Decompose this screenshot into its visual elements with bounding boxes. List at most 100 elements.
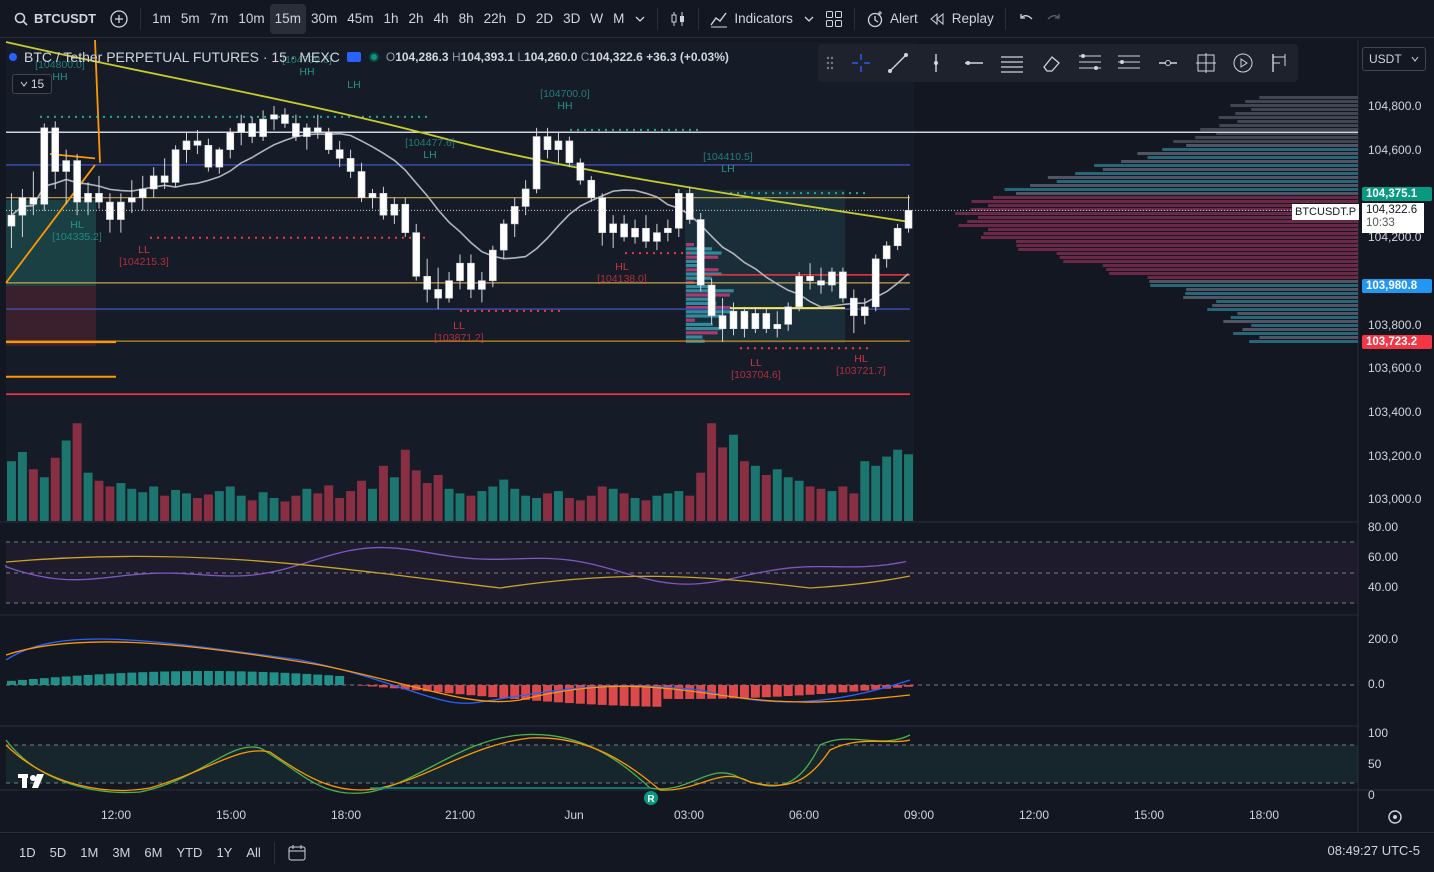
currency-select[interactable]: USDT <box>1362 47 1426 71</box>
redo-button[interactable] <box>1040 4 1068 34</box>
macd-hist <box>50 677 60 685</box>
indicators-button[interactable]: Indicators <box>705 4 798 34</box>
long-position-icon[interactable] <box>1270 52 1290 74</box>
last-price: 104,322.6 <box>1366 204 1418 216</box>
time-tick: 15:00 <box>1134 808 1164 822</box>
profile-row <box>1186 144 1358 147</box>
layouts-button[interactable] <box>820 4 848 34</box>
range-1D[interactable]: 1D <box>19 845 36 860</box>
interval-2h[interactable]: 2h <box>408 11 424 26</box>
interval-15m[interactable]: 15m <box>269 3 306 34</box>
volume-bar <box>94 480 104 521</box>
price-tick: 104,600.0 <box>1368 143 1422 157</box>
range-All[interactable]: All <box>246 845 261 860</box>
profile-row <box>1047 176 1358 179</box>
range-1Y[interactable]: 1Y <box>216 845 233 860</box>
range-5D[interactable]: 5D <box>49 845 67 860</box>
interval-W[interactable]: W <box>590 11 604 26</box>
macd-hist <box>83 674 93 685</box>
price-tag-low: 103,723.2 <box>1362 335 1432 349</box>
interval-5m[interactable]: 5m <box>180 11 200 26</box>
candles <box>7 106 913 342</box>
chart-canvas[interactable]: R 104,800.0104,600.0104,200.0103,800.010… <box>0 40 1434 832</box>
open-value: 104,286.3 <box>395 50 449 64</box>
interval-badge[interactable]: 15 <box>12 74 52 94</box>
range-1M[interactable]: 1M <box>80 845 99 860</box>
candle-body <box>18 197 27 216</box>
compare-button[interactable] <box>104 4 134 34</box>
mini-profile-row <box>686 318 695 322</box>
price-tag-high: 104,375.1 <box>1362 187 1432 201</box>
time-tick: 03:00 <box>674 808 704 822</box>
play-circle-icon[interactable] <box>1232 52 1254 74</box>
interval-30m[interactable]: 30m <box>310 11 338 26</box>
range-3M[interactable]: 3M <box>112 845 131 860</box>
swing-label: LH <box>347 79 360 91</box>
bar-countdown: 10:33 <box>1366 217 1395 229</box>
flag-icon[interactable] <box>346 50 362 64</box>
candle-body <box>379 193 388 216</box>
macd-hist <box>269 672 279 685</box>
interval-8h[interactable]: 8h <box>458 11 474 26</box>
chart-type-button[interactable] <box>664 4 692 34</box>
time-tick: Jun <box>564 808 583 822</box>
trendline-icon[interactable] <box>887 52 909 74</box>
interval-22h[interactable]: 22h <box>483 11 507 26</box>
interval-10m[interactable]: 10m <box>238 11 265 26</box>
horizontal-line-icon[interactable] <box>1157 52 1179 74</box>
time-tick: 15:00 <box>216 808 246 822</box>
eraser-icon[interactable] <box>1040 52 1062 74</box>
interval-7m[interactable]: 7m <box>209 11 229 26</box>
divider <box>140 7 142 30</box>
interval-4h[interactable]: 4h <box>433 11 449 26</box>
volume-bar <box>280 501 290 521</box>
currency-label: USDT <box>1369 52 1402 66</box>
macd-tick: 200.0 <box>1368 632 1398 646</box>
range-6M[interactable]: 6M <box>144 845 163 860</box>
candle-body <box>762 313 771 329</box>
interval-D[interactable]: D <box>516 11 526 26</box>
macd-hist <box>291 673 301 685</box>
volume-bar <box>324 485 334 521</box>
interval-badge-label: 15 <box>30 77 45 91</box>
volume-bar <box>258 492 268 521</box>
range-YTD[interactable]: YTD <box>176 845 203 860</box>
profile-row <box>1056 252 1358 255</box>
candle-body <box>685 193 694 220</box>
interval-M[interactable]: M <box>613 11 625 26</box>
stoch-tick: 0 <box>1368 788 1375 802</box>
interval-1m[interactable]: 1m <box>152 11 171 26</box>
volume-bar <box>838 486 848 521</box>
interval-1h[interactable]: 1h <box>383 11 399 26</box>
horizontal-ray-icon[interactable] <box>963 52 985 74</box>
alert-button[interactable]: Alert <box>861 4 923 34</box>
macd-hist <box>783 685 793 697</box>
macd-hist <box>761 685 771 698</box>
symbol-price-label: BTCUSDT.P <box>1292 204 1360 220</box>
parallel-channel-icon[interactable] <box>1000 52 1024 74</box>
clock-timezone[interactable]: 08:49:27 UTC-5 <box>1327 843 1421 858</box>
interval-3D[interactable]: 3D <box>563 11 581 26</box>
axis-settings-gear-icon[interactable] <box>1386 808 1404 829</box>
crosshair-icon[interactable] <box>850 52 872 74</box>
fib-extension-icon[interactable] <box>1117 52 1141 74</box>
interval-dropdown[interactable] <box>629 4 651 34</box>
vertical-line-icon[interactable] <box>925 52 947 74</box>
drag-handle-icon[interactable] <box>826 54 834 72</box>
price-tick: 103,000.0 <box>1368 492 1422 506</box>
tradingview-logo-icon[interactable] <box>18 772 48 793</box>
date-price-range-icon[interactable] <box>1195 52 1217 74</box>
fib-retracement-icon[interactable] <box>1078 52 1102 74</box>
calendar-range-icon[interactable] <box>287 843 307 863</box>
interval-2D[interactable]: 2D <box>535 11 554 26</box>
profile-row <box>1016 192 1358 195</box>
swing-label: LL <box>453 320 465 332</box>
candle-body <box>138 188 147 198</box>
candle-body <box>324 131 333 150</box>
profile-row <box>1173 140 1358 143</box>
interval-45m[interactable]: 45m <box>347 11 374 26</box>
indicators-dropdown[interactable] <box>798 4 820 34</box>
symbol-search[interactable]: BTCUSDT <box>6 4 104 34</box>
undo-button[interactable] <box>1012 4 1040 34</box>
replay-button[interactable]: Replay <box>923 4 999 34</box>
